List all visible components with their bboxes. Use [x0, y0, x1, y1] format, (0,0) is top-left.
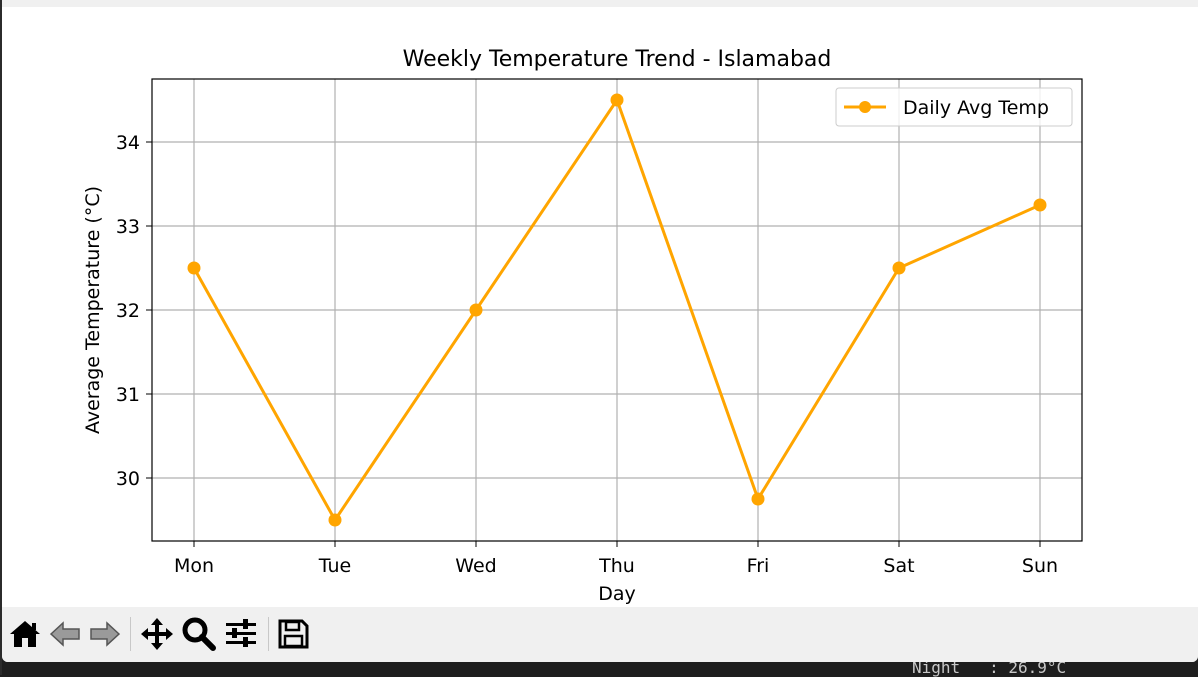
y-tick-label: 31 [116, 384, 140, 406]
plot-window: Mon Tue Wed Thu Fri Sat Sun 30 31 32 33 34 Weekly T… [2, 0, 1198, 662]
y-tick-label: 30 [116, 468, 140, 490]
x-tick-label: Thu [598, 555, 635, 577]
navigation-toolbar [2, 607, 1198, 662]
home-button[interactable] [6, 615, 44, 653]
save-button[interactable] [274, 615, 312, 653]
toolbar-separator [268, 617, 269, 651]
legend-marker-swatch [859, 101, 871, 113]
toolbar-separator [130, 617, 131, 651]
x-axis-label: Day [598, 583, 636, 605]
configure-subplots-button[interactable] [222, 615, 260, 653]
zoom-magnifier-icon [182, 617, 216, 651]
back-button[interactable] [46, 615, 84, 653]
home-icon [10, 621, 40, 647]
configure-subplots-icon [226, 619, 256, 647]
pan-move-icon [141, 618, 173, 650]
data-point [469, 303, 483, 317]
data-point [328, 513, 342, 527]
data-point [1033, 198, 1047, 212]
back-arrow-icon [49, 621, 80, 647]
x-tick-label: Sat [883, 555, 914, 577]
x-tick-label: Mon [174, 555, 214, 577]
y-tick-label: 32 [116, 300, 140, 322]
x-tick-label: Fri [747, 555, 770, 577]
y-tick-label: 34 [116, 132, 140, 154]
y-tick-label: 33 [116, 216, 140, 238]
data-point [610, 93, 624, 107]
zoom-button[interactable] [180, 615, 218, 653]
forward-button[interactable] [86, 615, 124, 653]
legend-label: Daily Avg Temp [903, 97, 1049, 119]
x-tick-label: Wed [455, 555, 496, 577]
data-point [187, 261, 201, 275]
data-point [892, 261, 906, 275]
forward-arrow-icon [90, 621, 121, 647]
window-top-strip [2, 0, 1198, 7]
background-left-edge [0, 0, 2, 675]
pan-button[interactable] [138, 615, 176, 653]
legend-box [835, 87, 1073, 127]
chart-title: Weekly Temperature Trend - Islamabad [403, 47, 832, 72]
data-point [751, 492, 765, 506]
line-chart: Mon Tue Wed Thu Fri Sat Sun 30 31 32 33 34 Weekly T… [82, 47, 1083, 605]
background-terminal-text: Night : 26.9°C [912, 658, 1067, 677]
save-floppy-icon [278, 619, 309, 649]
legend: Daily Avg Temp [835, 87, 1073, 127]
x-tick-label: Tue [318, 555, 351, 577]
x-tick-label: Sun [1022, 555, 1058, 577]
figure-canvas[interactable]: Mon Tue Wed Thu Fri Sat Sun 30 31 32 33 34 Weekly T… [2, 7, 1198, 607]
y-axis-label: Average Temperature (°C) [82, 186, 104, 434]
